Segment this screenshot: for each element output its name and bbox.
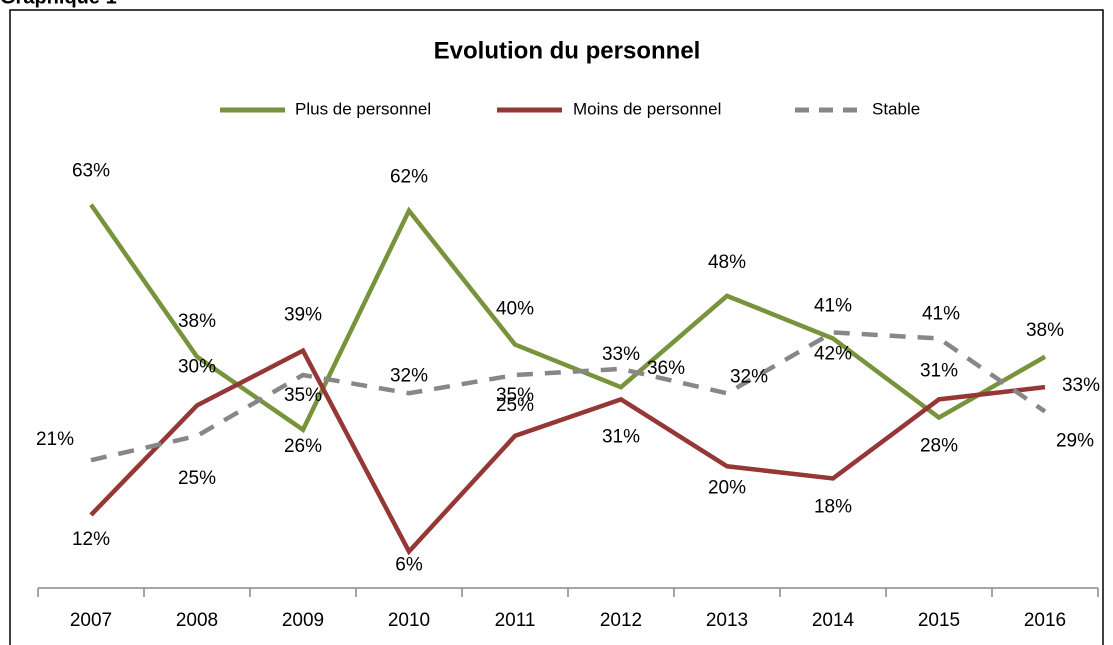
chart-border — [9, 9, 1104, 645]
data-label: 33% — [602, 344, 640, 365]
data-label: 6% — [395, 555, 423, 576]
x-tick-label: 2013 — [706, 610, 748, 631]
x-tick-label: 2010 — [388, 610, 430, 631]
data-label: 42% — [814, 343, 852, 364]
legend-label: Stable — [872, 99, 920, 118]
x-tick-label: 2016 — [1024, 610, 1066, 631]
data-label: 63% — [72, 161, 110, 182]
data-label: 62% — [390, 167, 428, 188]
data-label: 29% — [1056, 431, 1094, 452]
data-label: 30% — [178, 356, 216, 377]
data-label: 48% — [708, 252, 746, 273]
x-tick-label: 2008 — [176, 610, 218, 631]
data-label: 25% — [496, 395, 534, 416]
chart-title: Evolution du personnel — [434, 37, 701, 64]
data-label: 41% — [922, 304, 960, 325]
data-label: 32% — [730, 366, 768, 387]
data-label: 40% — [496, 299, 534, 320]
data-label: 20% — [708, 477, 746, 498]
data-label: 35% — [284, 385, 322, 406]
data-label: 21% — [36, 429, 74, 450]
data-label: 38% — [178, 311, 216, 332]
data-label: 25% — [178, 468, 216, 489]
x-tick-label: 2015 — [918, 610, 960, 631]
x-tick-label: 2009 — [282, 610, 324, 631]
data-label: 26% — [284, 436, 322, 457]
data-label: 39% — [284, 305, 322, 326]
series-line — [90, 330, 1047, 463]
series-line — [89, 347, 1046, 556]
x-tick-label: 2014 — [812, 610, 855, 631]
data-label: 35% — [496, 385, 534, 406]
data-label: 36% — [647, 358, 685, 379]
data-label: 41% — [814, 296, 852, 317]
data-label: 32% — [390, 365, 428, 386]
data-label: 31% — [602, 426, 640, 447]
legend-label: Moins de personnel — [573, 99, 721, 118]
data-label: 31% — [920, 360, 958, 381]
data-label: 12% — [72, 529, 110, 550]
x-tick-label: 2007 — [70, 610, 112, 631]
data-label: 38% — [1026, 320, 1064, 341]
x-tick-label: 2011 — [495, 610, 536, 631]
x-tick-label: 2012 — [600, 610, 642, 631]
data-label: 33% — [1062, 375, 1100, 396]
legend-label: Plus de personnel — [295, 99, 431, 118]
data-label: 28% — [920, 436, 958, 457]
series-line — [89, 203, 1047, 434]
data-label: 18% — [814, 496, 852, 517]
heading: Graphique 1 — [0, 0, 117, 8]
